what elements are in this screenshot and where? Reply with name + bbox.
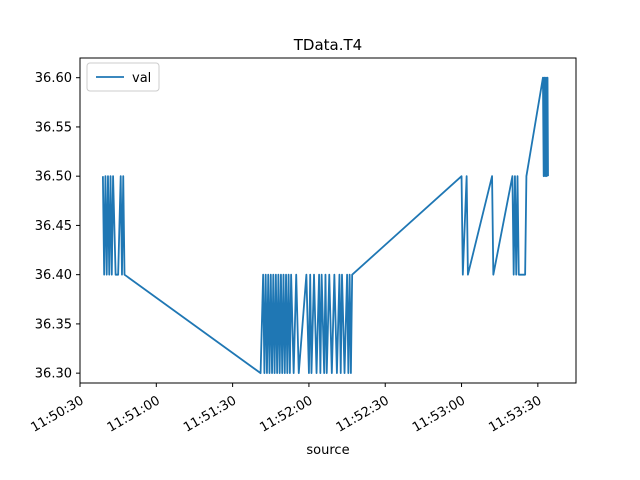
x-tick-label: 11:51:00 [105,393,163,435]
x-tick-label: 11:50:30 [28,393,86,435]
y-tick-label: 36.55 [35,120,72,135]
chart-title: TData.T4 [293,36,362,54]
plot-frame [79,57,577,384]
x-tick-label: 11:53:30 [486,393,544,435]
x-tick-label: 11:52:00 [257,393,315,435]
legend-label-val: val [132,71,151,86]
y-axis: 36.30 36.35 36.40 36.45 36.50 36.55 36.60 [35,71,80,382]
y-tick-label: 36.45 [35,219,72,234]
x-axis-title: source [306,443,349,458]
legend: val [86,62,160,92]
y-tick-label: 36.35 [35,317,72,332]
y-tick-label: 36.40 [35,268,72,283]
x-axis: 11:50:30 11:51:00 11:51:30 11:52:00 11:52:30… [28,383,544,436]
x-tick-label: 11:53:00 [410,393,468,435]
x-tick-label: 11:51:30 [181,393,239,435]
x-tick-label: 11:52:30 [334,393,392,435]
plot-area [79,57,577,384]
y-tick-label: 36.50 [35,170,72,185]
y-tick-label: 36.30 [35,367,72,382]
y-tick-label: 36.60 [35,71,72,86]
series-line-0 [101,76,549,375]
